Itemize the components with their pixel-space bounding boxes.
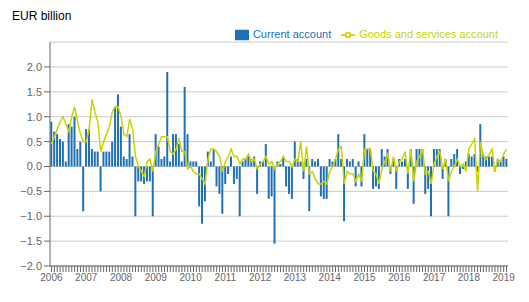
html-text:EUR billion: EUR billion — [12, 9, 72, 23]
svg-text:2019: 2019 — [493, 272, 516, 283]
svg-text:−0.5: −0.5 — [20, 185, 42, 197]
svg-text:2010: 2010 — [179, 272, 202, 283]
svg-text:−1.0: −1.0 — [20, 210, 42, 222]
svg-text:0.0: 0.0 — [27, 160, 42, 172]
svg-text:0.5: 0.5 — [27, 136, 42, 148]
svg-text:2014: 2014 — [319, 272, 342, 283]
svg-text:1.5: 1.5 — [27, 86, 42, 98]
svg-text:2013: 2013 — [284, 272, 307, 283]
svg-text:2015: 2015 — [353, 272, 376, 283]
svg-text:2012: 2012 — [249, 272, 272, 283]
svg-text:1.0: 1.0 — [27, 111, 42, 123]
svg-text:−2.0: −2.0 — [20, 260, 42, 272]
svg-text:2008: 2008 — [110, 272, 133, 283]
svg-text:2009: 2009 — [145, 272, 168, 283]
svg-text:2016: 2016 — [388, 272, 411, 283]
svg-text:2006: 2006 — [40, 272, 63, 283]
svg-text:2007: 2007 — [75, 272, 98, 283]
html-text:Goods and services account: Goods and services account — [359, 28, 498, 40]
svg-text:2018: 2018 — [458, 272, 481, 283]
svg-text:2011: 2011 — [215, 272, 237, 283]
html-text:Current account: Current account — [252, 28, 332, 40]
svg-text:2017: 2017 — [423, 272, 446, 283]
svg-text:2.0: 2.0 — [27, 61, 42, 73]
svg-text:−1.5: −1.5 — [20, 235, 42, 247]
